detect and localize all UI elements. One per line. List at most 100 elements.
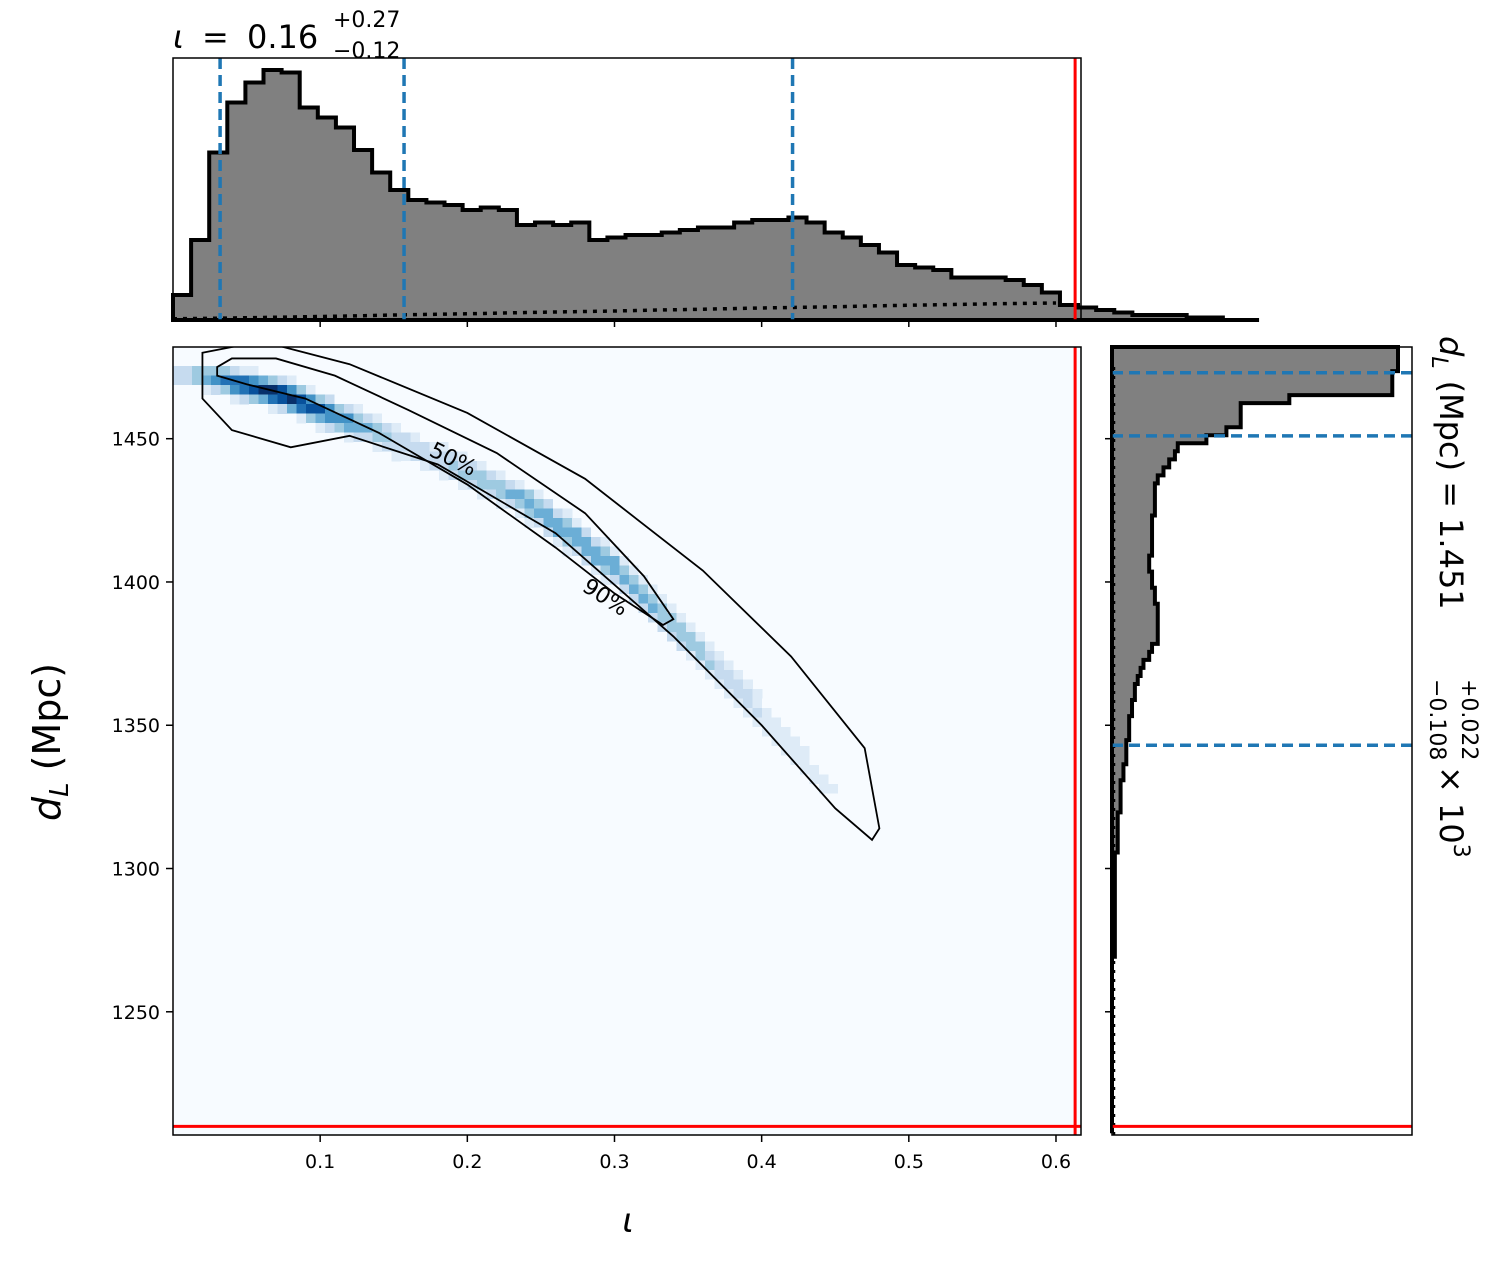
density-cell [344,394,354,405]
density-cell [182,385,193,395]
density-cell [781,755,791,766]
density-cell [600,537,611,547]
density-cell [809,784,820,794]
density-cell [771,746,782,756]
density-cell [296,394,307,405]
density-cell [553,537,563,547]
density-cell [657,632,668,642]
density-cell [201,375,212,386]
density-cell [809,755,820,766]
density-cell [961,860,972,870]
density-cell [1066,869,1076,880]
density-cell [667,641,677,652]
density-cell [391,423,402,433]
iota-marginal-frame [172,57,1082,321]
density-cell [676,603,687,614]
iota-tick-label-1: 0.2 [452,1151,482,1173]
density-cell [524,499,535,509]
density-cell [1047,869,1057,880]
density-cell [629,594,639,604]
density-cell [505,480,516,490]
density-cell [695,622,706,633]
density-cell [762,698,772,709]
density-cell [857,822,867,832]
density-cell [258,404,269,414]
y-axis-label: dL (Mpc) [25,663,75,821]
density-cell [458,480,468,490]
density-cell [448,461,459,471]
density-cell [610,546,620,557]
density-cell [923,860,934,870]
density-cell [249,385,259,395]
density-cell [809,765,820,775]
density-cell [895,860,905,870]
density-cell [220,385,231,395]
density-cell [828,793,839,804]
density-cell [562,537,573,547]
density-cell [743,689,753,699]
density-cell [800,736,810,747]
density-cell [239,394,250,405]
iota-prior-line [172,301,1056,321]
density-cell [505,489,516,500]
density-cell [733,660,744,671]
density-cell [800,746,810,756]
density-cell [1056,869,1067,880]
density-cell [268,375,278,386]
density-cell [201,366,212,376]
density-cell [800,765,810,775]
density-cell [914,850,924,861]
density-cell [1028,860,1038,870]
density-cell [249,366,259,376]
density-cell [1037,869,1048,880]
density-cell [686,660,696,671]
density-cell [610,556,620,566]
density-cell [705,670,715,680]
density-cell [819,765,829,775]
density-cell [866,841,877,851]
density-cell [572,537,582,547]
density-cell [296,385,307,395]
density-cell [619,575,630,585]
iota-hist-outline [171,68,1260,322]
density-cell [695,632,706,642]
density-cell [828,774,839,785]
joint-truth-lines [173,347,1081,1135]
density-cell [382,442,392,452]
density-cell [790,736,801,747]
density-cell [847,812,858,823]
density-cell [363,432,373,443]
density-cell [268,394,278,405]
density-cell [562,518,573,528]
density-cell [724,679,734,690]
density-cell [591,556,601,566]
density-cell [287,385,297,395]
density-cell [353,442,364,452]
joint-density-panel: 50%90% 0.1 0.2 0.3 0.4 0.5 0.6 12501300135014… [25,346,1082,1241]
density-cell [515,499,525,509]
density-cell [591,527,601,538]
density-cell [600,575,611,585]
density-cell [591,565,601,576]
density-cell [353,404,364,414]
density-cell [619,565,630,576]
density-cell [173,356,183,367]
density-cell [448,451,459,462]
iota-title: ι = 0.16 [173,18,318,56]
density-cell [752,689,763,699]
density-cell [752,708,763,718]
density-cell [420,461,430,471]
density-cell [961,869,972,880]
density-cell [686,641,696,652]
density-cell [572,527,582,538]
density-cell [933,869,943,880]
density-cell [439,461,449,471]
density-cell [325,394,335,405]
density-cell [952,860,962,870]
density-cell [1075,860,1081,870]
density-cell [724,689,734,699]
density-cell [486,480,497,490]
iota-title-equals: = [202,18,229,56]
density-cell [752,727,763,737]
density-cell [230,366,240,376]
